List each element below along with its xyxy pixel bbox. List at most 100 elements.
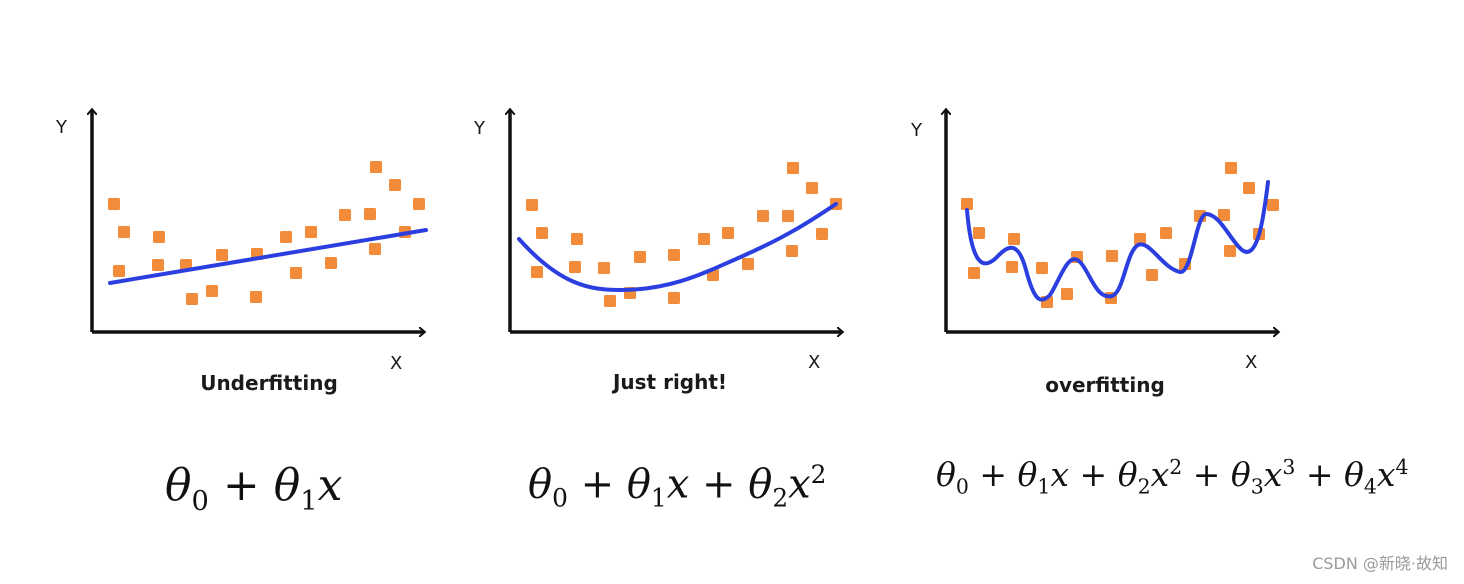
- theta-symbol: θ: [273, 460, 301, 511]
- panel-caption: Underfitting: [200, 371, 338, 395]
- variable-x: x: [1263, 455, 1283, 494]
- data-point: [1106, 250, 1118, 262]
- y-axis-label: Y: [55, 117, 68, 138]
- subscript: 0: [955, 474, 969, 499]
- data-point: [1218, 209, 1230, 221]
- panel-caption: overfitting: [1045, 373, 1165, 397]
- data-point: [816, 228, 828, 240]
- theta-symbol: θ: [748, 461, 773, 508]
- theta-symbol: θ: [165, 460, 192, 511]
- data-point: [113, 265, 125, 277]
- variable-x: x: [1050, 455, 1070, 494]
- data-point: [1146, 269, 1158, 281]
- variable-x: x: [317, 460, 343, 511]
- data-point: [325, 257, 337, 269]
- theta-symbol: θ: [626, 461, 651, 508]
- formula-linear: θ0 + θ1x: [165, 460, 342, 517]
- exponent: 2: [1169, 455, 1183, 479]
- formula-quartic: θ0 + θ1x + θ2x2 + θ3x3 + θ4x4: [936, 455, 1409, 499]
- data-point: [1006, 261, 1018, 273]
- data-point: [1008, 233, 1020, 245]
- data-point: [668, 249, 680, 261]
- data-point: [742, 258, 754, 270]
- subscript: 1: [650, 483, 667, 513]
- y-axis-label: Y: [473, 118, 486, 139]
- data-point: [152, 259, 164, 271]
- data-point: [757, 210, 769, 222]
- data-point: [305, 226, 317, 238]
- plus-sign: +: [208, 460, 274, 511]
- formula-quadratic: θ0 + θ1x + θ2x2: [528, 460, 826, 512]
- subscript: 1: [1037, 474, 1051, 499]
- data-point: [413, 198, 425, 210]
- data-point: [370, 161, 382, 173]
- data-point: [1224, 245, 1236, 257]
- variable-x: x: [1150, 455, 1170, 494]
- plus-sign: +: [1295, 455, 1345, 494]
- data-point: [786, 245, 798, 257]
- x-axis-label: X: [390, 353, 402, 374]
- panel-underfitting: Y X Underfitting: [55, 110, 428, 395]
- subscript: 0: [552, 483, 568, 513]
- theta-symbol: θ: [1117, 455, 1138, 494]
- data-point: [186, 293, 198, 305]
- data-point: [782, 210, 794, 222]
- watermark: CSDN @新晓·故知: [1312, 554, 1448, 573]
- data-point: [698, 233, 710, 245]
- data-point: [526, 199, 538, 211]
- data-point: [1160, 227, 1172, 239]
- data-point: [968, 267, 980, 279]
- panel-just-right: Y X Just right!: [473, 110, 842, 394]
- theta-symbol: θ: [936, 455, 956, 494]
- data-point: [722, 227, 734, 239]
- data-point: [604, 295, 616, 307]
- data-point: [250, 291, 262, 303]
- data-points: [526, 162, 842, 307]
- fit-curve: [517, 202, 838, 293]
- data-point: [389, 179, 401, 191]
- data-point: [634, 251, 646, 263]
- data-point: [961, 198, 973, 210]
- data-point: [118, 226, 130, 238]
- data-point: [216, 249, 228, 261]
- data-point: [339, 209, 351, 221]
- x-axis-label: X: [808, 352, 820, 373]
- exponent: 2: [810, 460, 827, 489]
- subscript: 0: [191, 485, 209, 517]
- fit-line: [108, 228, 428, 285]
- subscript: 2: [1137, 474, 1151, 499]
- exponent: 4: [1395, 455, 1409, 479]
- data-point: [280, 231, 292, 243]
- data-point: [536, 227, 548, 239]
- subscript: 3: [1250, 474, 1264, 499]
- plus-sign: +: [567, 461, 627, 508]
- fit-curve: [965, 180, 1270, 302]
- data-point: [571, 233, 583, 245]
- plus-sign: +: [689, 461, 749, 508]
- data-points: [108, 161, 425, 305]
- data-point: [806, 182, 818, 194]
- plus-sign: +: [1069, 455, 1118, 494]
- data-point: [668, 292, 680, 304]
- data-point: [153, 231, 165, 243]
- data-point: [369, 243, 381, 255]
- subscript: 2: [772, 483, 789, 513]
- data-point: [598, 262, 610, 274]
- x-axis-label: X: [1245, 352, 1257, 373]
- data-point: [364, 208, 376, 220]
- subscript: 4: [1363, 474, 1377, 499]
- exponent: 3: [1282, 455, 1296, 479]
- theta-symbol: θ: [528, 461, 553, 508]
- variable-x: x: [666, 461, 690, 508]
- subscript: 1: [300, 485, 318, 517]
- data-point: [1061, 288, 1073, 300]
- data-point: [787, 162, 799, 174]
- theta-symbol: θ: [1017, 455, 1038, 494]
- data-point: [1243, 182, 1255, 194]
- plus-sign: +: [968, 455, 1018, 494]
- panel-overfitting: Y X overfitting: [910, 110, 1279, 397]
- panel-caption: Just right!: [611, 370, 727, 394]
- variable-x: x: [1376, 455, 1396, 494]
- data-point: [206, 285, 218, 297]
